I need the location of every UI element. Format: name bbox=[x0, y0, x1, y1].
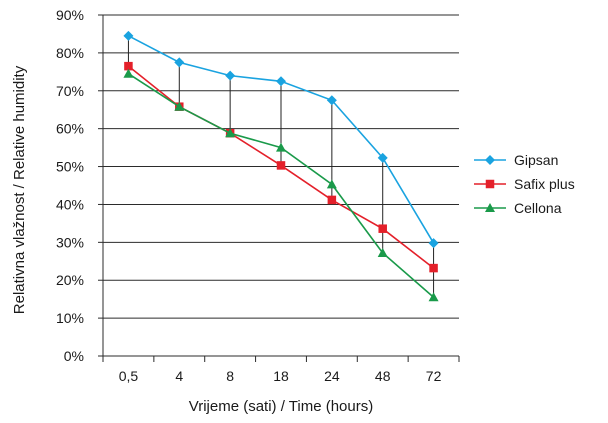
data-point bbox=[124, 61, 133, 71]
data-point bbox=[429, 263, 438, 273]
data-point bbox=[326, 179, 337, 189]
data-point bbox=[174, 101, 185, 111]
data-point bbox=[123, 68, 134, 78]
x-tick-label: 18 bbox=[273, 368, 289, 384]
series-group bbox=[123, 30, 439, 302]
legend-label: Safix plus bbox=[514, 176, 575, 192]
data-point bbox=[327, 195, 337, 205]
data-point bbox=[225, 70, 236, 81]
y-tick-label: 0% bbox=[64, 348, 84, 364]
data-point bbox=[428, 292, 439, 302]
y-tick-label: 10% bbox=[56, 310, 84, 326]
data-point bbox=[276, 161, 286, 170]
data-point bbox=[378, 224, 387, 233]
x-axis-title: Vrijeme (sati) / Time (hours) bbox=[189, 398, 373, 415]
y-tick-label: 50% bbox=[56, 159, 84, 175]
y-tick-label: 30% bbox=[56, 234, 84, 250]
legend: Gipsan Safix plus Cellona bbox=[474, 152, 575, 216]
y-tick-label: 90% bbox=[56, 7, 84, 23]
series-gipsan bbox=[123, 30, 439, 249]
legend-item: Gipsan bbox=[474, 152, 558, 168]
series-cellona bbox=[123, 68, 439, 302]
x-tick-label: 0,5 bbox=[119, 368, 139, 384]
axes: 0%10%20%30%40%50%60%70%80%90%0,5 4 8 18 24 48… bbox=[56, 7, 460, 384]
x-tick-label: 72 bbox=[426, 368, 442, 384]
y-tick-label: 20% bbox=[56, 272, 84, 288]
data-point bbox=[276, 142, 286, 152]
y-tick-label: 70% bbox=[56, 83, 84, 99]
x-tick-label: 24 bbox=[324, 368, 340, 384]
x-tick-label: 8 bbox=[226, 368, 234, 384]
data-point bbox=[377, 247, 388, 257]
x-tick-label: 48 bbox=[375, 368, 391, 384]
legend-label: Gipsan bbox=[514, 152, 558, 168]
x-tick-label: 4 bbox=[175, 368, 183, 384]
data-point bbox=[428, 238, 439, 249]
data-point bbox=[485, 179, 495, 189]
data-point bbox=[174, 57, 185, 68]
y-tick-label: 80% bbox=[56, 45, 84, 61]
data-point bbox=[377, 152, 388, 163]
y-tick-label: 40% bbox=[56, 196, 84, 212]
data-point bbox=[485, 155, 495, 165]
data-point bbox=[123, 30, 134, 41]
legend-item: Cellona bbox=[474, 200, 562, 216]
legend-label: Cellona bbox=[514, 200, 562, 216]
legend-item: Safix plus bbox=[474, 176, 575, 192]
data-point bbox=[225, 128, 236, 138]
data-point bbox=[485, 203, 495, 212]
data-point bbox=[326, 95, 337, 106]
data-point bbox=[276, 76, 286, 87]
y-tick-label: 60% bbox=[56, 121, 84, 137]
y-axis-title: Relativna vlažnost / Relative humidity bbox=[11, 65, 28, 314]
